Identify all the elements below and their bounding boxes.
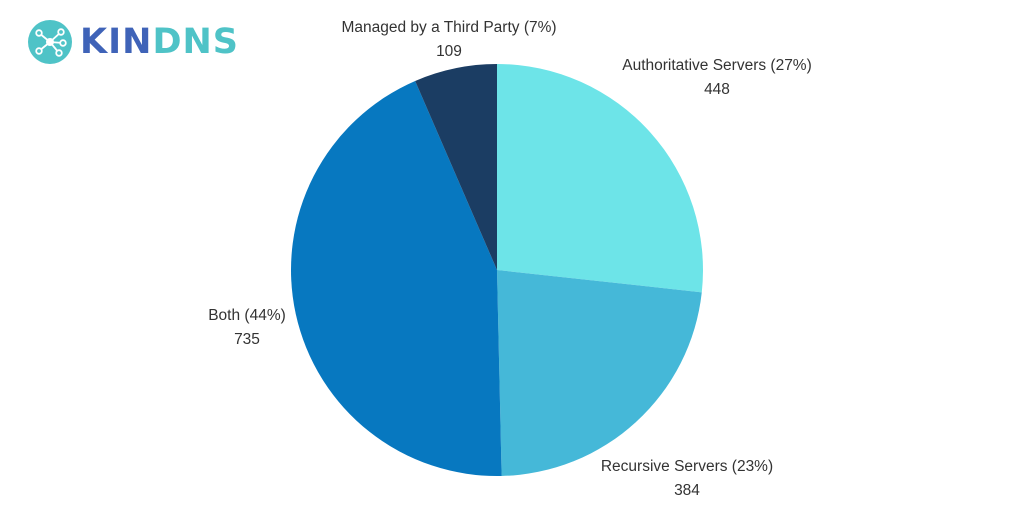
slice-value-label: 109 xyxy=(436,43,462,60)
slice-label: Authoritative Servers (27%) xyxy=(622,57,812,74)
pie-slice-authoritative-servers xyxy=(497,64,703,293)
pie-labels: Authoritative Servers (27%) 448 Recursive … xyxy=(208,19,812,499)
slice-label: Recursive Servers (23%) xyxy=(601,458,773,475)
slice-label: Managed by a Third Party (7%) xyxy=(341,19,556,36)
kindns-logo: KINDNS xyxy=(28,18,239,66)
logo-wordmark: KINDNS xyxy=(80,21,239,62)
slice-value-label: 384 xyxy=(674,482,700,499)
logo-text-kin: KIN xyxy=(80,21,153,62)
network-nodes-icon xyxy=(28,20,72,64)
slice-value-label: 735 xyxy=(234,331,260,348)
pie-slice-recursive-servers xyxy=(497,270,702,476)
pie-slices xyxy=(290,64,703,477)
slice-value-label: 448 xyxy=(704,81,730,98)
slice-label: Both (44%) xyxy=(208,307,286,324)
logo-text-dns: DNS xyxy=(152,21,239,62)
pie-slice-both xyxy=(290,80,502,477)
pie-slice-managed-by-a-third-party xyxy=(415,64,497,270)
